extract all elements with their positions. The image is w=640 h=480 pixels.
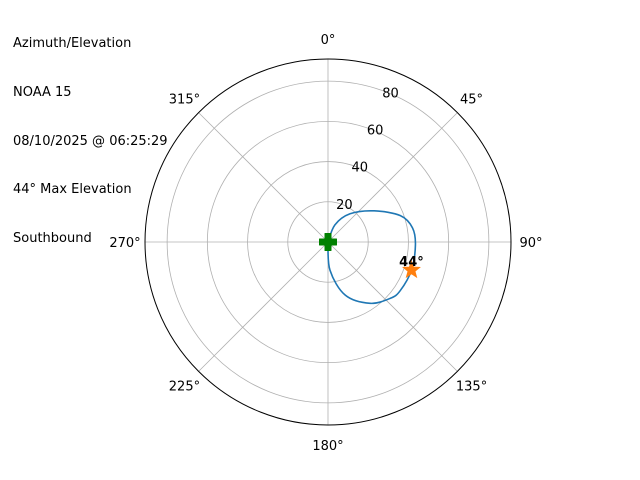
angle-tick-label: 315° (169, 92, 200, 107)
title-line-4: 44° Max Elevation (13, 182, 132, 198)
title-line-3: 08/10/2025 @ 06:25:29 (13, 133, 168, 149)
title-line-1: Azimuth/Elevation (13, 36, 132, 52)
satellite-track-line (327, 209, 417, 305)
angle-tick-label: 0° (321, 33, 336, 48)
radial-tick-label: 40 (352, 161, 369, 176)
angle-tick-label: 90° (519, 236, 542, 251)
radial-tick-label: 60 (367, 124, 384, 139)
angular-gridline (327, 241, 458, 372)
max-elevation-label: 44° (399, 255, 424, 270)
start-marker (319, 233, 337, 251)
polar-frame (144, 58, 512, 426)
radial-tick-label: 20 (336, 198, 353, 213)
angle-tick-label: 45° (460, 92, 483, 107)
grid (144, 58, 512, 426)
angle-tick-label: 135° (456, 380, 487, 395)
title-line-5: Southbound (13, 230, 92, 246)
title-line-2: NOAA 15 (13, 85, 72, 101)
tick-labels: 0° 45° 90° 135° 180° 225° 270° 315° 20 40 60 80 (109, 33, 542, 454)
max-elevation-star (402, 260, 421, 279)
radial-tick-label: 80 (382, 86, 399, 101)
angular-gridline (198, 241, 329, 372)
angle-tick-label: 270° (109, 236, 140, 251)
angular-gridline (198, 112, 329, 243)
angle-tick-label: 180° (312, 439, 343, 454)
angle-tick-label: 225° (169, 380, 200, 395)
data-marks: 44° (319, 209, 424, 305)
angular-gridline (327, 112, 458, 243)
chart-title: Azimuth/Elevation NOAA 15 08/10/2025 @ 0… (13, 4, 168, 263)
